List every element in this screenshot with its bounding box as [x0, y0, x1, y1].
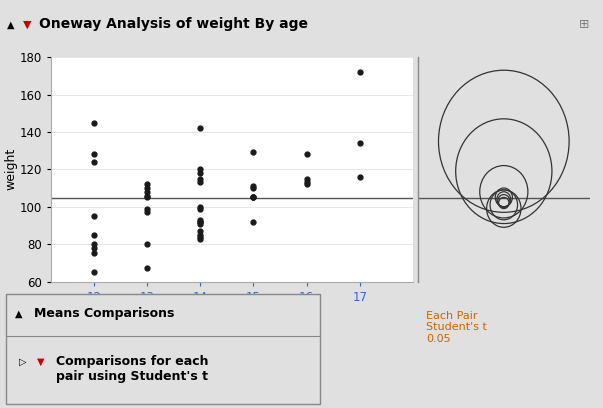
- X-axis label: age: age: [221, 309, 244, 322]
- Text: Comparisons for each
pair using Student's t: Comparisons for each pair using Student'…: [56, 355, 209, 384]
- Y-axis label: weight: weight: [4, 148, 17, 191]
- Text: ⊞: ⊞: [579, 18, 590, 31]
- Text: Oneway Analysis of weight By age: Oneway Analysis of weight By age: [39, 18, 308, 31]
- Text: Each Pair
Student's t
0.05: Each Pair Student's t 0.05: [426, 311, 487, 344]
- Text: ▲: ▲: [7, 20, 14, 29]
- Text: ▷: ▷: [19, 357, 26, 367]
- Text: ▼: ▼: [23, 20, 31, 29]
- Text: ▼: ▼: [37, 357, 45, 367]
- Text: ▲: ▲: [16, 308, 23, 319]
- Text: Means Comparisons: Means Comparisons: [34, 307, 175, 320]
